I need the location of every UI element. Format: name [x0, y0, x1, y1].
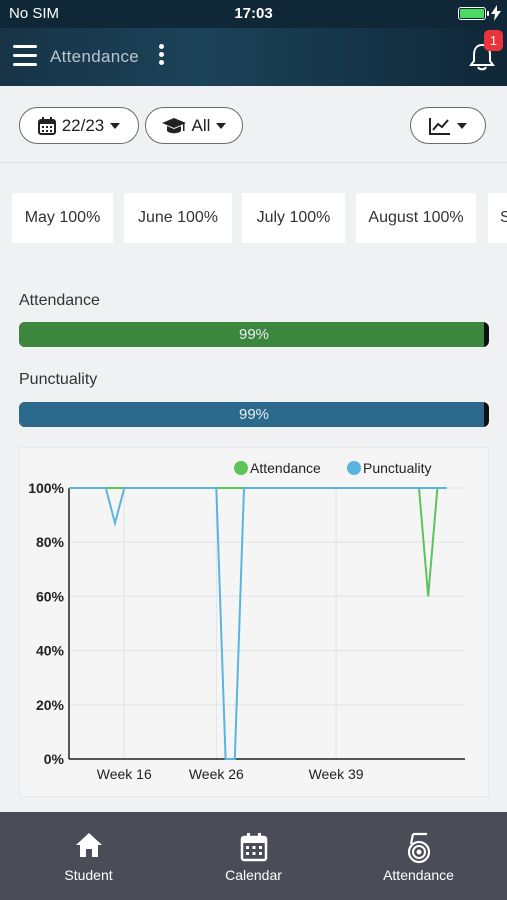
attendance-chart: 100% 80% 60% 40% 20% 0% Week 16 Week 26 Week 39 A…: [19, 447, 489, 797]
status-bar: No SIM 17:03: [0, 0, 507, 28]
chevron-down-icon: [457, 122, 467, 129]
carrier-label: No SIM: [9, 5, 60, 22]
line-chart: 100% 80% 60% 40% 20% 0% Week 16 Week 26 Week 39 A…: [28, 460, 465, 782]
calendar-icon: [240, 833, 267, 862]
tab-label: Calendar: [225, 867, 282, 883]
y-tick-label: 0%: [44, 751, 65, 767]
monthly-summary-strip[interactable]: May 100% June 100% July 100% August 100%…: [0, 193, 507, 243]
y-tick-label: 20%: [36, 697, 65, 713]
x-tick-label: Week 26: [189, 766, 244, 782]
tab-label: Attendance: [383, 867, 454, 883]
y-tick-label: 60%: [36, 588, 65, 604]
bottom-tab-bar: Student Calendar Attendance: [0, 812, 507, 900]
x-tick-label: Week 39: [309, 766, 364, 782]
month-card[interactable]: July 100%: [242, 193, 345, 243]
line-chart-icon: [429, 117, 450, 135]
filter-bar: 22/23 All: [0, 86, 507, 163]
legend-label: Attendance: [250, 460, 321, 476]
punctuality-progress-fill: [19, 402, 485, 427]
tab-label: Student: [64, 867, 113, 883]
scope-selector[interactable]: All: [145, 107, 243, 144]
tab-calendar[interactable]: Calendar: [169, 812, 338, 900]
chart-type-selector[interactable]: [410, 107, 486, 144]
month-card[interactable]: S: [488, 193, 507, 243]
attendance-label: Attendance: [19, 292, 100, 309]
punctuality-progress-bar: 99%: [19, 402, 489, 427]
charging-icon: [491, 5, 501, 21]
tab-student[interactable]: Student: [4, 812, 173, 900]
y-tick-label: 40%: [36, 643, 65, 659]
attendance-percent: 99%: [238, 326, 270, 343]
graduation-cap-icon: [161, 117, 186, 133]
month-card[interactable]: May 100%: [12, 193, 113, 243]
page-title: Attendance: [50, 47, 140, 66]
notification-badge: 1: [484, 30, 503, 51]
chevron-down-icon: [216, 122, 227, 129]
menu-icon[interactable]: [13, 45, 37, 67]
series-line-punctuality: [69, 487, 447, 760]
more-options-icon[interactable]: [157, 44, 165, 68]
attendance-icon: [407, 832, 430, 864]
top-navbar: Attendance 1: [0, 28, 507, 86]
year-value: 22/23: [61, 115, 105, 135]
attendance-progress-fill: [19, 322, 485, 347]
battery-icon: [458, 7, 489, 20]
punctuality-label: Punctuality: [19, 371, 98, 388]
home-icon: [75, 833, 102, 857]
y-tick-label: 100%: [28, 480, 64, 496]
legend-marker: [347, 461, 361, 475]
attendance-progress-bar: 99%: [19, 322, 489, 347]
legend-label: Punctuality: [363, 460, 431, 476]
x-tick-label: Week 16: [97, 766, 152, 782]
chevron-down-icon: [110, 122, 121, 129]
y-tick-label: 80%: [36, 534, 65, 550]
month-card[interactable]: August 100%: [356, 193, 476, 243]
tab-attendance[interactable]: Attendance: [334, 812, 503, 900]
punctuality-percent: 99%: [238, 406, 270, 423]
scope-value: All: [191, 115, 211, 135]
month-card[interactable]: June 100%: [124, 193, 232, 243]
year-selector[interactable]: 22/23: [19, 107, 139, 144]
clock: 17:03: [234, 5, 273, 22]
legend-marker: [234, 461, 248, 475]
calendar-icon: [37, 116, 56, 135]
